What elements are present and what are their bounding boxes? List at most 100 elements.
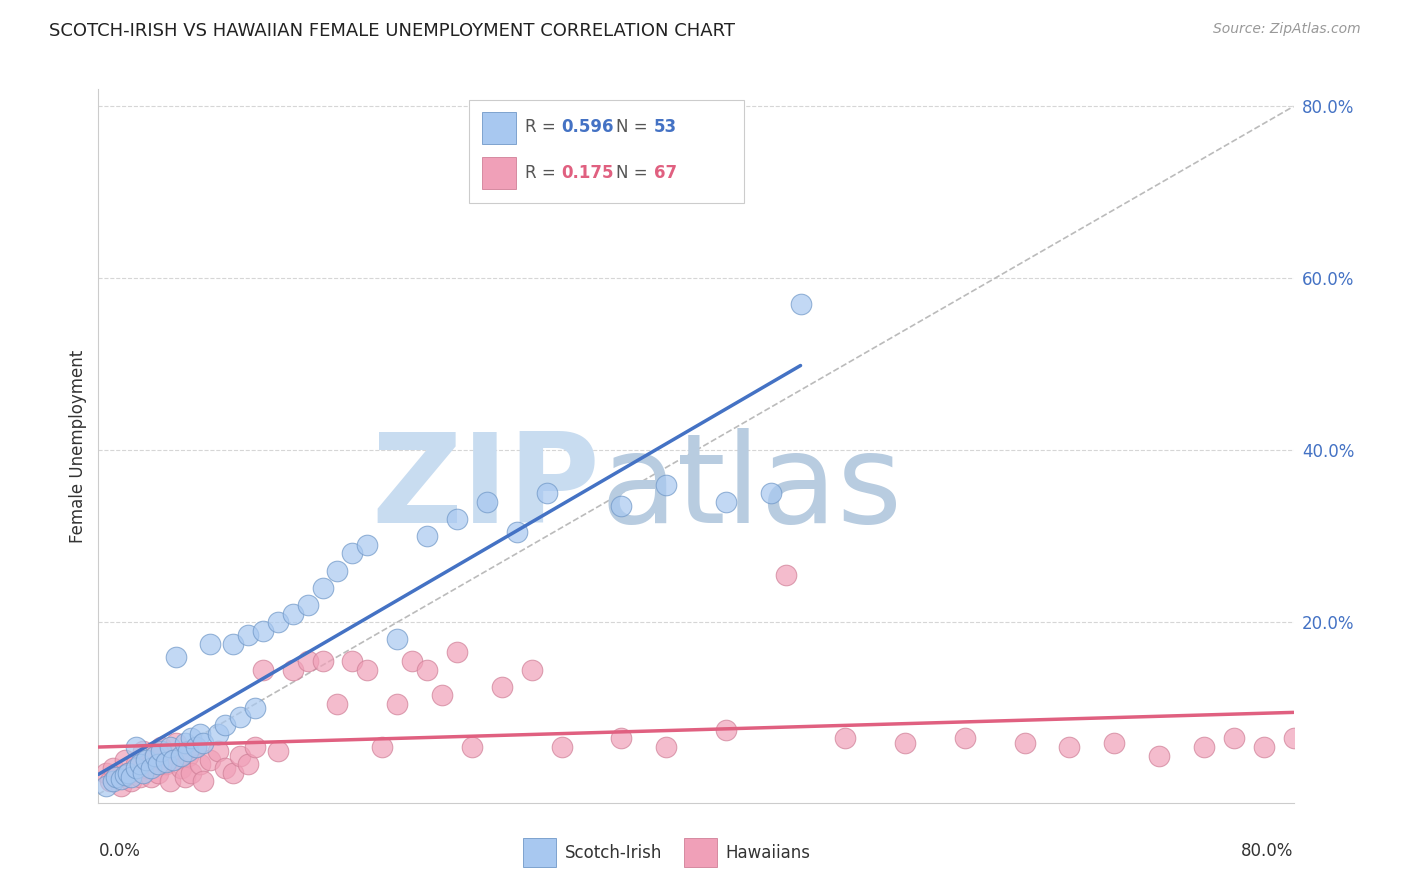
Point	[1014, 736, 1036, 750]
Point	[356, 663, 378, 677]
Point	[120, 770, 142, 784]
Point	[139, 770, 162, 784]
Point	[188, 727, 211, 741]
Point	[129, 757, 152, 772]
Point	[789, 297, 811, 311]
Point	[245, 701, 267, 715]
Point	[132, 744, 155, 758]
Point	[326, 697, 349, 711]
Point	[536, 486, 558, 500]
Point	[385, 697, 409, 711]
Point	[222, 765, 245, 780]
Point	[150, 739, 173, 754]
Point	[207, 744, 229, 758]
Point	[169, 761, 191, 775]
Point	[159, 739, 181, 754]
Point	[236, 757, 259, 772]
Text: 0.0%: 0.0%	[98, 842, 141, 860]
Text: R =: R =	[524, 164, 561, 182]
Point	[155, 755, 177, 769]
Point	[229, 748, 252, 763]
Text: Scotch-Irish: Scotch-Irish	[565, 844, 662, 862]
Point	[165, 736, 187, 750]
Point	[655, 739, 678, 754]
Point	[103, 774, 125, 789]
Point	[446, 512, 468, 526]
Point	[105, 770, 128, 784]
Point	[191, 774, 214, 789]
Point	[98, 774, 122, 789]
Y-axis label: Female Unemployment: Female Unemployment	[69, 350, 87, 542]
Point	[188, 757, 211, 772]
Point	[125, 761, 148, 775]
Point	[184, 739, 207, 754]
Point	[174, 770, 197, 784]
Point	[401, 654, 423, 668]
Point	[775, 568, 797, 582]
Point	[159, 774, 181, 789]
Point	[385, 632, 409, 647]
Bar	[482, 157, 516, 189]
Point	[180, 765, 202, 780]
Point	[491, 680, 513, 694]
Point	[894, 736, 917, 750]
Point	[461, 739, 484, 754]
Point	[1253, 739, 1275, 754]
Point	[110, 779, 132, 793]
Point	[475, 495, 498, 509]
Point	[1192, 739, 1215, 754]
Point	[267, 615, 290, 630]
Point	[281, 607, 304, 621]
Point	[1223, 731, 1246, 746]
Point	[342, 654, 364, 668]
Point	[430, 689, 453, 703]
Point	[139, 761, 162, 775]
Point	[520, 663, 543, 677]
Point	[129, 770, 152, 784]
Point	[371, 739, 394, 754]
Point	[714, 723, 737, 737]
Point	[200, 637, 222, 651]
Point	[714, 495, 737, 509]
Point	[120, 774, 142, 789]
Text: 53: 53	[654, 118, 678, 136]
Point	[326, 564, 349, 578]
Text: ZIP: ZIP	[371, 428, 600, 549]
Bar	[523, 838, 557, 867]
Point	[132, 765, 155, 780]
Point	[550, 739, 572, 754]
Bar	[482, 112, 516, 145]
Text: R =: R =	[524, 118, 561, 136]
Point	[180, 731, 202, 746]
Point	[125, 739, 148, 754]
Text: SCOTCH-IRISH VS HAWAIIAN FEMALE UNEMPLOYMENT CORRELATION CHART: SCOTCH-IRISH VS HAWAIIAN FEMALE UNEMPLOY…	[49, 22, 735, 40]
Point	[184, 739, 207, 754]
Point	[148, 757, 170, 772]
Point	[506, 524, 529, 539]
Point	[1282, 731, 1305, 746]
Point	[177, 748, 200, 763]
Point	[105, 770, 128, 784]
Point	[110, 772, 132, 786]
Text: atlas: atlas	[600, 428, 903, 549]
Point	[114, 768, 136, 782]
Point	[94, 779, 117, 793]
Point	[759, 486, 782, 500]
Point	[281, 663, 304, 677]
Point	[207, 727, 229, 741]
Point	[162, 753, 184, 767]
FancyBboxPatch shape	[470, 100, 744, 203]
Point	[222, 637, 245, 651]
Text: N =: N =	[616, 164, 652, 182]
Point	[311, 581, 333, 595]
Point	[655, 477, 678, 491]
Point	[214, 718, 236, 732]
Point	[103, 761, 125, 775]
Point	[610, 731, 633, 746]
Point	[1147, 748, 1170, 763]
Point	[117, 765, 139, 780]
Point	[297, 598, 319, 612]
Point	[191, 736, 214, 750]
Point	[150, 744, 173, 758]
Point	[155, 757, 177, 772]
